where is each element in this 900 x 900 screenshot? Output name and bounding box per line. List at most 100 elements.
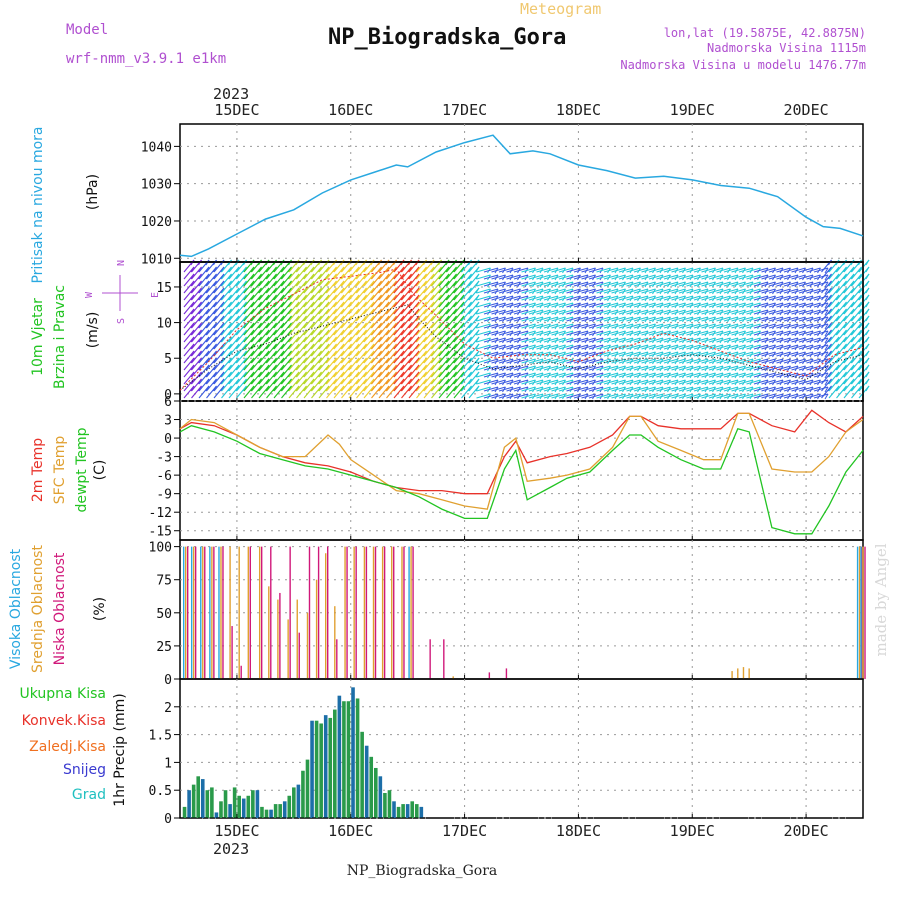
wind-barb bbox=[678, 351, 694, 357]
wind-barb bbox=[641, 358, 656, 364]
wind-barb bbox=[783, 337, 799, 343]
wind-barb bbox=[513, 344, 529, 350]
wind-barb bbox=[731, 351, 746, 357]
wind-barb bbox=[521, 316, 536, 322]
wind-barb bbox=[768, 309, 784, 315]
precip-bar bbox=[405, 804, 410, 818]
wind-barb-feather bbox=[865, 357, 870, 364]
wind-barb bbox=[603, 379, 619, 385]
bottom-day-label-3: 18DEC bbox=[556, 822, 601, 840]
temp-label-dewpt: dewpt Temp bbox=[74, 427, 90, 512]
wind-barb bbox=[558, 274, 574, 280]
wind-barb bbox=[633, 365, 649, 371]
wind-barb bbox=[491, 379, 506, 385]
wind-barb-feather bbox=[475, 329, 480, 336]
wind-barb bbox=[813, 309, 829, 315]
wind-barb bbox=[491, 267, 506, 273]
wind-barb bbox=[738, 344, 754, 350]
wind-barb bbox=[753, 393, 769, 399]
wind-barb bbox=[506, 281, 521, 287]
wind-barb bbox=[558, 302, 574, 308]
wind-barb bbox=[521, 309, 536, 315]
precip-ytick-label-4: 2 bbox=[164, 701, 172, 716]
wind-barb bbox=[618, 351, 634, 357]
wind-barb-feather bbox=[865, 280, 870, 287]
wind-barb bbox=[476, 295, 491, 301]
wind-barb bbox=[701, 379, 716, 385]
temp-line-2 bbox=[179, 425, 864, 535]
precip-bar bbox=[182, 806, 187, 818]
wind-barb bbox=[596, 393, 611, 399]
wind-barb-feather bbox=[865, 343, 870, 350]
wind-barb bbox=[693, 323, 709, 329]
wind-barb bbox=[536, 295, 551, 301]
wind-barb bbox=[656, 386, 671, 392]
wind-barb bbox=[783, 295, 799, 301]
wind-barb bbox=[551, 267, 566, 273]
wind-barb bbox=[536, 267, 551, 273]
wind-barb bbox=[476, 337, 491, 343]
wind-barb bbox=[656, 309, 671, 315]
wind-barb bbox=[761, 295, 776, 301]
wind-barb bbox=[633, 295, 649, 301]
wind-barb bbox=[663, 393, 679, 399]
wind-barb bbox=[498, 386, 514, 392]
wind-barb bbox=[738, 323, 754, 329]
wind-barb bbox=[656, 344, 671, 350]
wind-barb bbox=[483, 358, 499, 364]
wind-barb bbox=[716, 372, 731, 378]
wind-barb bbox=[521, 302, 536, 308]
wind-barb bbox=[528, 393, 544, 399]
wind-barb bbox=[791, 393, 806, 399]
wind-barb bbox=[596, 372, 611, 378]
wind-barb bbox=[618, 267, 634, 273]
wind-barb bbox=[483, 281, 499, 287]
wind-barb bbox=[633, 330, 649, 336]
wind-barb bbox=[558, 337, 574, 343]
wind-barb bbox=[491, 281, 506, 287]
wind-barb bbox=[483, 393, 499, 399]
wind-barb bbox=[776, 358, 791, 364]
wind-barb bbox=[701, 358, 716, 364]
precip-bar bbox=[419, 806, 424, 818]
wind-barb bbox=[686, 344, 701, 350]
wind-barb bbox=[648, 393, 664, 399]
wind-barb bbox=[768, 351, 784, 357]
wind-barb bbox=[693, 337, 709, 343]
bottom-day-labels: 15DEC 16DEC 17DEC 18DEC 19DEC 20DEC bbox=[214, 822, 828, 840]
wind-barb bbox=[641, 267, 656, 273]
wind-barb bbox=[641, 379, 656, 385]
wind-ytick-label-2: 10 bbox=[156, 317, 172, 332]
wind-barb bbox=[663, 379, 679, 385]
wind-barb bbox=[648, 302, 664, 308]
wind-barb bbox=[551, 316, 566, 322]
wind-barb-feather bbox=[824, 393, 829, 400]
wind-barb bbox=[596, 274, 611, 280]
wind-barb bbox=[528, 358, 544, 364]
wind-barb bbox=[746, 295, 761, 301]
wind-barb bbox=[581, 288, 596, 294]
wind-barb bbox=[648, 330, 664, 336]
wind-barb bbox=[596, 295, 611, 301]
wind-barb bbox=[596, 316, 611, 322]
wind-barb bbox=[528, 344, 544, 350]
wind-barb bbox=[603, 288, 619, 294]
wind-barb bbox=[686, 267, 701, 273]
wind-barb bbox=[708, 288, 724, 294]
wind-barb bbox=[513, 295, 529, 301]
wind-barb bbox=[783, 344, 799, 350]
wind-barb bbox=[626, 386, 641, 392]
wind-barb bbox=[596, 302, 611, 308]
wind-barb bbox=[588, 393, 604, 399]
wind-barb bbox=[566, 323, 581, 329]
top-day-label-4: 19DEC bbox=[670, 101, 715, 119]
precip-bar bbox=[392, 801, 396, 818]
wind-barb bbox=[656, 288, 671, 294]
wind-barb-feather bbox=[475, 371, 480, 378]
wind-barb bbox=[506, 365, 521, 371]
wind-barb bbox=[626, 323, 641, 329]
precip-bar bbox=[319, 723, 323, 818]
wind-barb bbox=[656, 351, 671, 357]
wind-barb bbox=[738, 330, 754, 336]
wind-barb bbox=[581, 365, 596, 371]
